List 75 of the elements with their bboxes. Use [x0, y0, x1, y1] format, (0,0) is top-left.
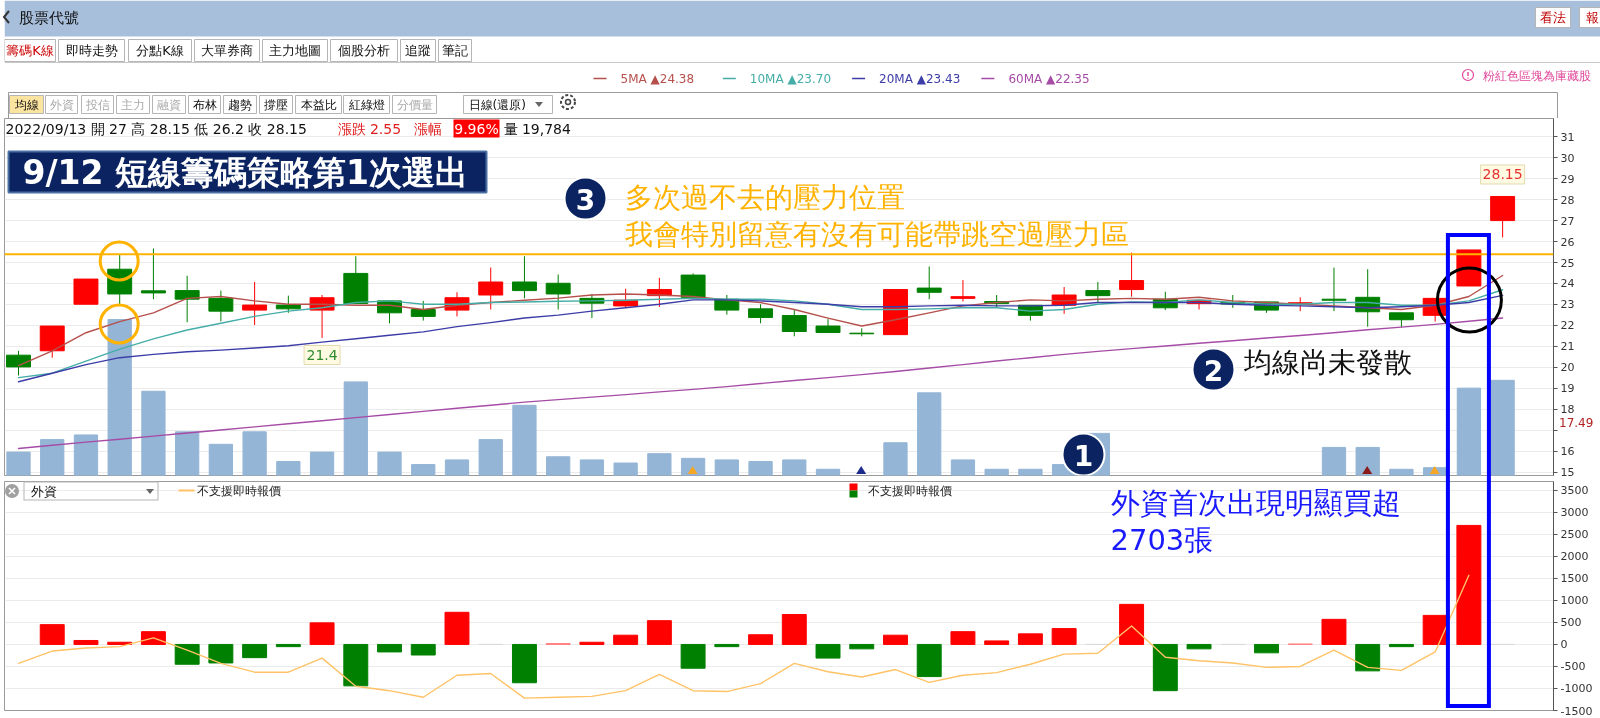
text: 日線(還原): [468, 97, 526, 112]
y-tick-label: 15: [1560, 466, 1575, 480]
legend-label: 不支援即時報價: [867, 483, 952, 498]
y-tick-label: -1500: [1560, 704, 1593, 718]
annotation: 28.15: [1482, 166, 1523, 183]
y-tick-label: 20: [1560, 361, 1575, 375]
text: 看法: [1540, 10, 1566, 25]
text: 9/12 短線籌碼策略第1次選出: [22, 153, 468, 192]
text: 追蹤: [405, 43, 431, 58]
text: 布林: [192, 97, 217, 112]
annotation: 2703張: [1110, 522, 1214, 557]
annotation: 漲幅: [413, 120, 442, 137]
text: 即時走勢: [65, 43, 118, 58]
text: 個股分析: [338, 43, 390, 58]
y-tick-label: 3500: [1560, 484, 1589, 498]
legend-label: 60MA ▲22.35: [1008, 71, 1090, 86]
legend-label: 10MA ▲23.70: [749, 71, 832, 86]
annotation: 漲跌 2.55: [337, 120, 402, 137]
y-tick-label: 29: [1560, 172, 1575, 186]
text: 本益比: [300, 97, 337, 112]
y-tick-label: 25: [1560, 256, 1575, 270]
y-tick-label: 28: [1560, 193, 1575, 207]
annotation: 9.96%: [454, 120, 499, 137]
y-tick-label: 23: [1560, 298, 1575, 312]
annotation: 外資首次出現明顯買超: [1110, 485, 1401, 520]
legend-label: 5MA ▲24.38: [620, 71, 695, 86]
y-tick-label: 24: [1560, 277, 1575, 291]
y-tick-label: 18: [1560, 403, 1575, 417]
annotation: 3: [575, 184, 596, 217]
y-tick-label: 22: [1560, 319, 1575, 333]
text: 主力: [121, 97, 145, 112]
y-tick-label: 2000: [1560, 550, 1589, 564]
text: 股票代號: [18, 8, 79, 27]
chart-title: 外資: [30, 484, 57, 499]
y-tick-label: 30: [1560, 151, 1575, 165]
annotation: 我會特別留意有沒有可能帶跳空過壓力區: [624, 218, 1129, 251]
text: 融資: [157, 97, 181, 112]
y-tick-label: 19: [1560, 382, 1575, 396]
text: 分點K線: [136, 43, 184, 58]
text: 撐壓: [264, 97, 288, 112]
text: 紅綠燈: [348, 97, 385, 112]
y-tick-label: 31: [1560, 130, 1575, 144]
y-tick-label: 3000: [1560, 506, 1589, 520]
y-tick-label: 2500: [1560, 528, 1589, 542]
y-tick-label: -1000: [1560, 682, 1593, 696]
text: 分價量: [396, 97, 433, 112]
text: 籌碼K線: [6, 43, 54, 58]
y-tick-label: 0: [1560, 638, 1568, 652]
y-tick-label: 21: [1560, 340, 1575, 354]
text: 17.49: [1559, 415, 1594, 430]
y-tick-label: -500: [1560, 660, 1586, 674]
annotation: 1: [1073, 440, 1094, 473]
text: 報: [1585, 10, 1599, 25]
annotation: 多次過不去的壓力位置: [624, 181, 905, 214]
annotation: 均線尚未發散: [1242, 346, 1412, 379]
text: 投信: [84, 97, 110, 112]
y-tick-label: 1500: [1560, 572, 1589, 586]
legend-label: 20MA ▲23.43: [879, 71, 961, 86]
annotation: 2022/09/13 開 27 高 28.15 低 26.2 收 28.15: [5, 120, 307, 137]
text: 粉紅色區塊為庫藏股: [1482, 68, 1591, 83]
text: 外資: [49, 97, 74, 112]
y-tick-label: 27: [1560, 214, 1575, 228]
annotation: 量 19,784: [503, 120, 572, 137]
y-tick-label: 26: [1560, 235, 1575, 249]
annotation: 2: [1203, 355, 1224, 388]
text: 均線: [13, 97, 39, 112]
text: 筆記: [442, 43, 468, 58]
y-tick-label: 1000: [1560, 594, 1589, 608]
text: 大單券商: [201, 43, 253, 58]
y-tick-label: 500: [1560, 616, 1582, 630]
text: 趨勢: [228, 97, 252, 112]
text: 主力地圖: [269, 43, 321, 58]
annotation: 21.4: [306, 346, 338, 363]
legend-label: 不支援即時報價: [196, 483, 281, 498]
y-tick-label: 16: [1560, 445, 1575, 459]
